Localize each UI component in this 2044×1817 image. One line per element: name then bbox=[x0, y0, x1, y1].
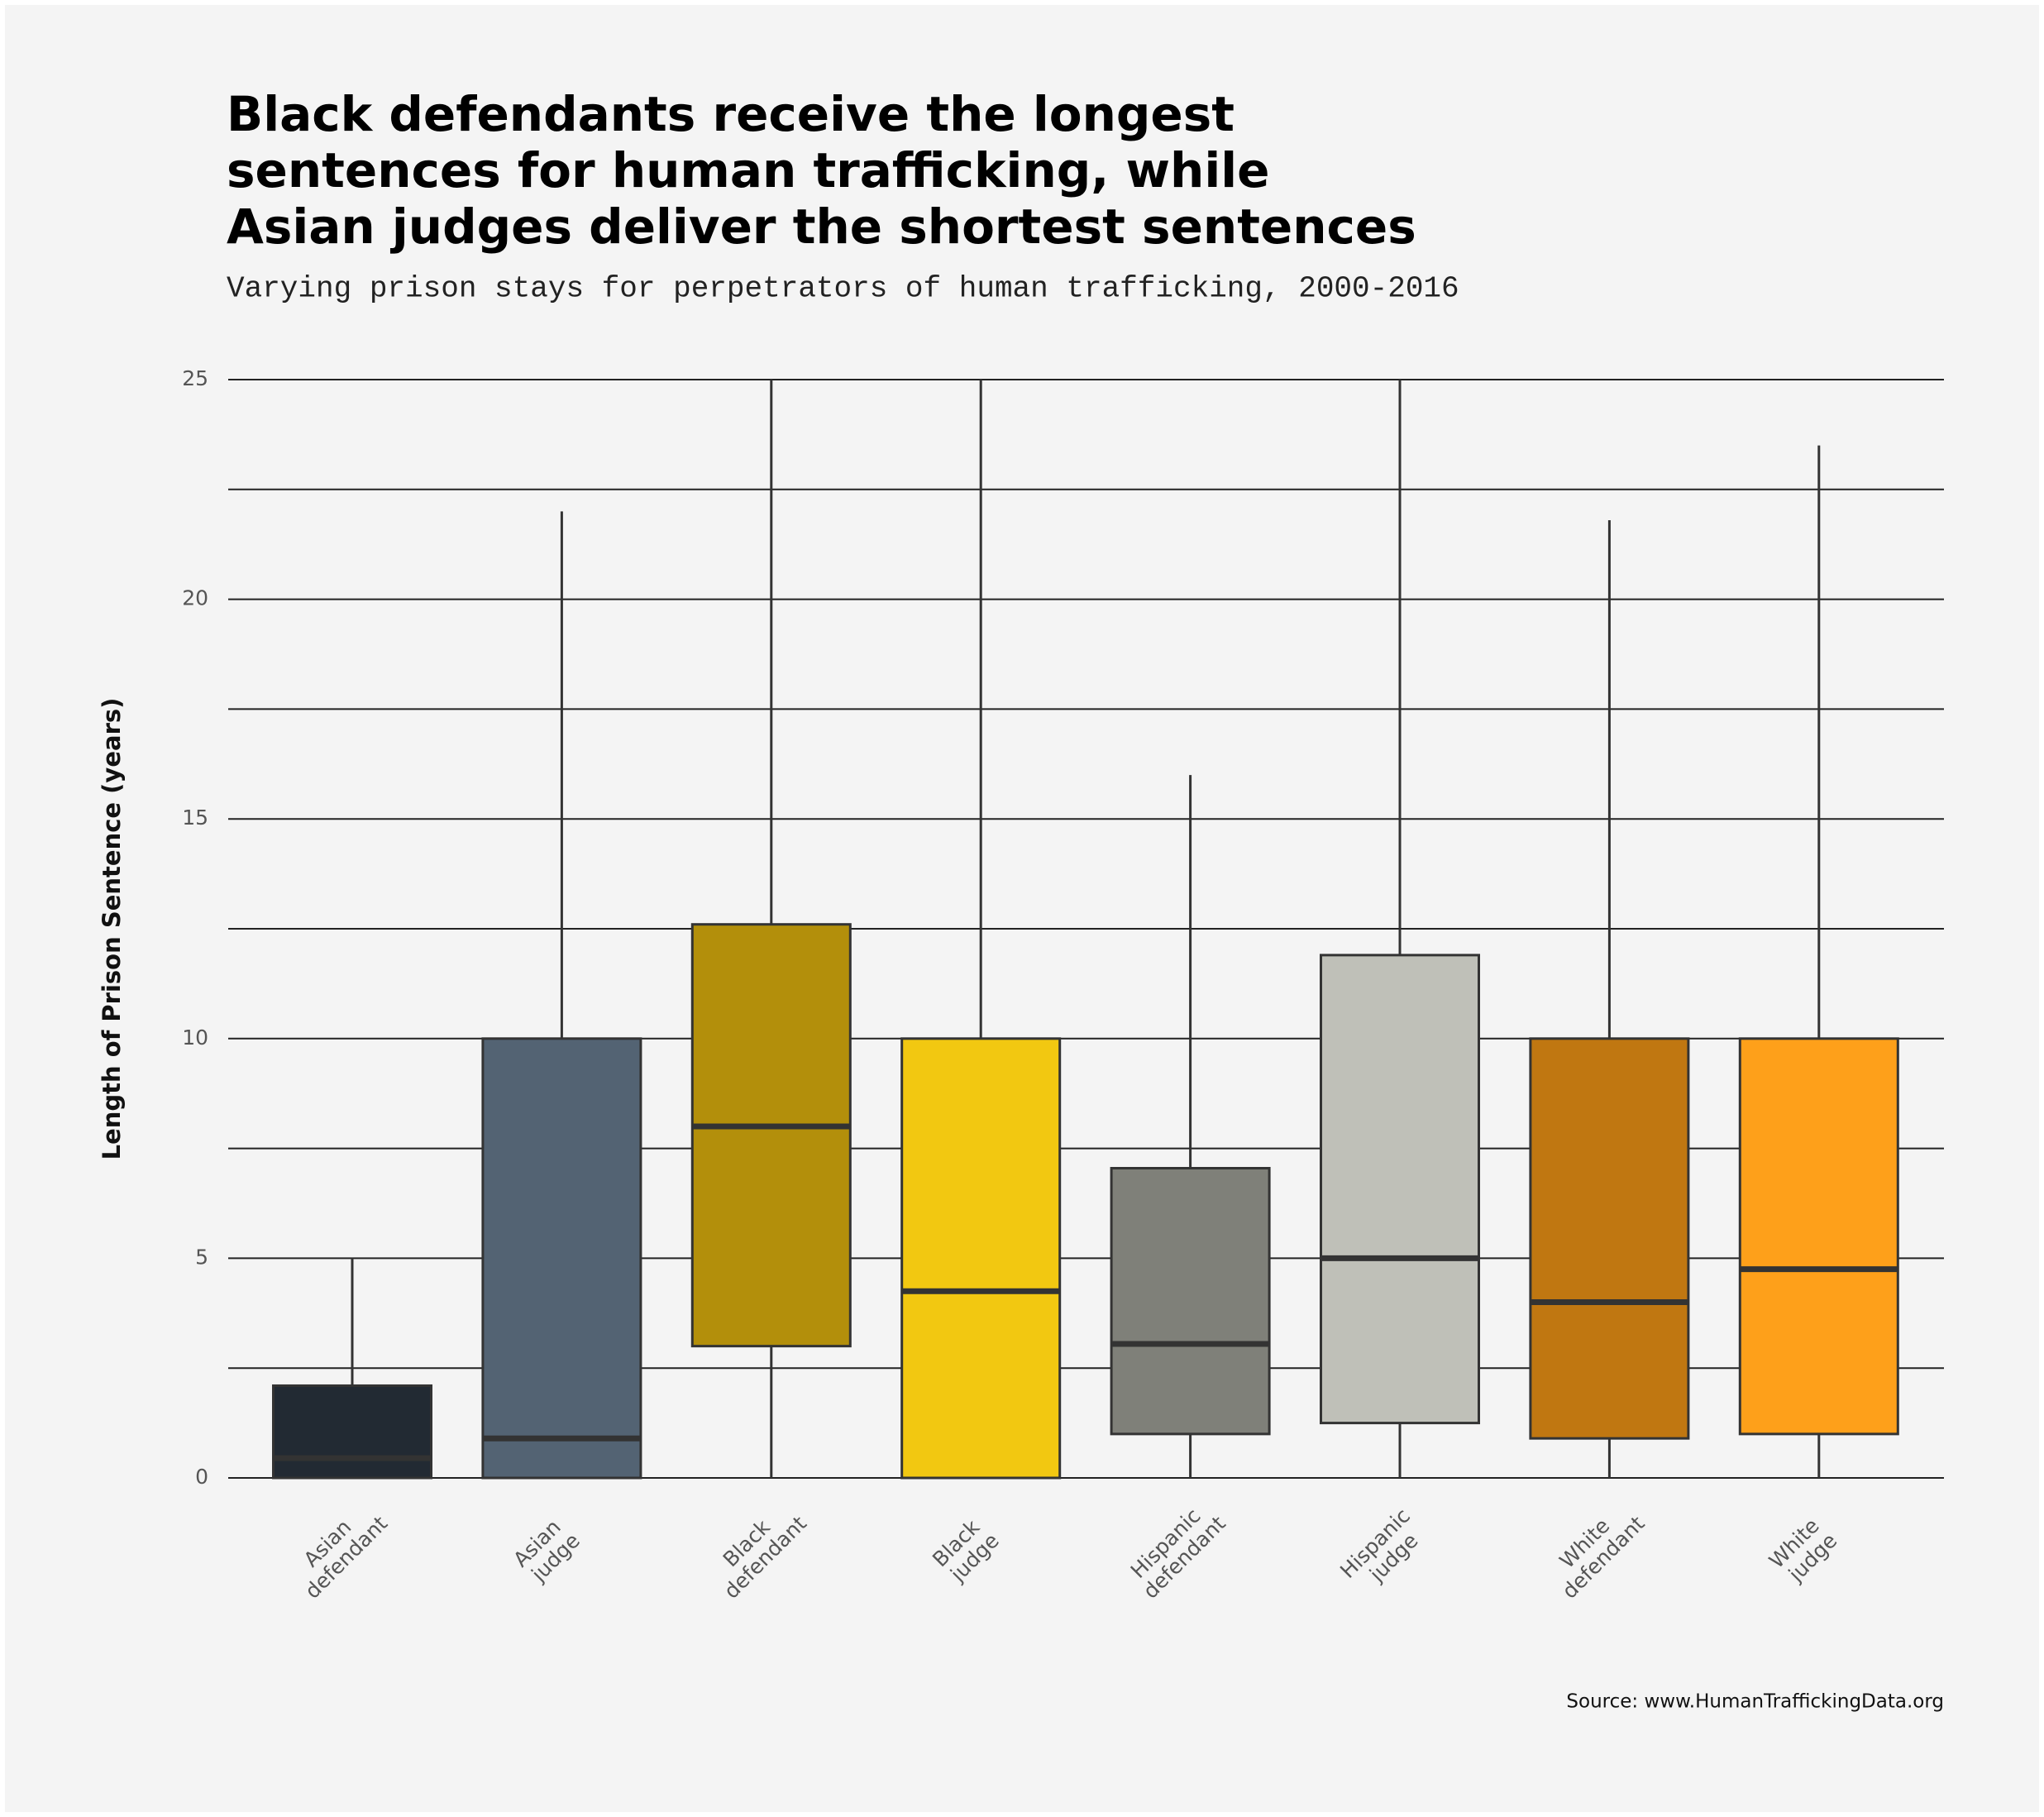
box bbox=[1529, 1037, 1690, 1440]
source-note: Source: www.HumanTraffickingData.org bbox=[1566, 1691, 1944, 1713]
box bbox=[690, 923, 852, 1348]
box bbox=[272, 1384, 432, 1480]
box bbox=[481, 1037, 642, 1480]
y-tick-label: 10 bbox=[182, 1026, 208, 1050]
y-tick-label: 5 bbox=[195, 1245, 208, 1269]
box bbox=[1320, 954, 1480, 1425]
chart-title: Asian judges deliver the shortest senten… bbox=[227, 198, 1416, 255]
background bbox=[5, 5, 2039, 1812]
y-tick-label: 25 bbox=[182, 366, 208, 390]
chart-title: sentences for human trafficking, while bbox=[227, 142, 1269, 198]
box bbox=[1110, 1167, 1271, 1436]
chart-subtitle: Varying prison stays for perpetrators of… bbox=[227, 272, 1459, 306]
y-axis-label: Length of Prison Sentence (years) bbox=[98, 698, 126, 1160]
y-tick-label: 15 bbox=[182, 806, 208, 830]
chart-title: Black defendants receive the longest bbox=[227, 86, 1235, 142]
box bbox=[900, 1037, 1062, 1480]
y-tick-label: 20 bbox=[182, 586, 208, 610]
y-tick-label: 0 bbox=[195, 1465, 208, 1489]
box bbox=[1738, 1037, 1899, 1436]
